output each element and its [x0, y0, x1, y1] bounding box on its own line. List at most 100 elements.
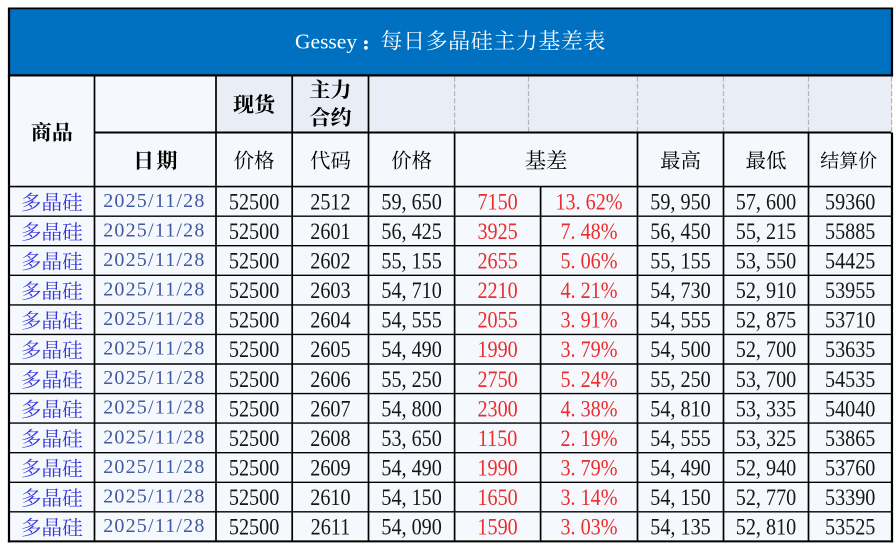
svg-text:54, 555: 54, 555: [650, 307, 710, 332]
svg-text:2602: 2602: [310, 248, 350, 273]
svg-text:2300: 2300: [477, 396, 517, 421]
svg-text:2210: 2210: [477, 278, 517, 303]
svg-text:2655: 2655: [477, 248, 517, 273]
svg-text:52, 810: 52, 810: [736, 514, 796, 539]
svg-text:52500: 52500: [229, 455, 279, 480]
svg-text:52500: 52500: [229, 219, 279, 244]
svg-text:2605: 2605: [310, 337, 350, 362]
svg-text:2025/11/28: 2025/11/28: [103, 308, 205, 330]
svg-text:5. 06%: 5. 06%: [560, 248, 617, 273]
svg-text:53710: 53710: [825, 307, 875, 332]
svg-text:2025/11/28: 2025/11/28: [103, 249, 205, 271]
svg-text:1990: 1990: [477, 337, 517, 362]
svg-text:52500: 52500: [229, 278, 279, 303]
svg-text:54, 490: 54, 490: [381, 337, 441, 362]
svg-text:Gessey: Gessey: [295, 30, 357, 54]
svg-text:2610: 2610: [310, 485, 350, 510]
svg-text:59, 650: 59, 650: [381, 189, 441, 214]
svg-text:4. 38%: 4. 38%: [560, 396, 617, 421]
svg-text:2025/11/28: 2025/11/28: [103, 485, 205, 507]
svg-text:53, 650: 53, 650: [381, 426, 441, 451]
svg-text:1650: 1650: [477, 485, 517, 510]
svg-text:52500: 52500: [229, 307, 279, 332]
svg-text:54, 555: 54, 555: [381, 307, 441, 332]
svg-text:1990: 1990: [477, 455, 517, 480]
svg-text:53, 700: 53, 700: [736, 367, 796, 392]
svg-text:3. 91%: 3. 91%: [560, 307, 617, 332]
svg-text:2025/11/28: 2025/11/28: [103, 515, 205, 537]
svg-text:52500: 52500: [229, 248, 279, 273]
svg-text:54, 490: 54, 490: [650, 455, 710, 480]
svg-text:2025/11/28: 2025/11/28: [103, 426, 205, 448]
svg-text:52500: 52500: [229, 337, 279, 362]
svg-text:59360: 59360: [825, 189, 875, 214]
svg-text:1150: 1150: [478, 426, 518, 451]
svg-text:2601: 2601: [310, 219, 350, 244]
svg-text:52500: 52500: [229, 514, 279, 539]
svg-text:54, 810: 54, 810: [650, 396, 710, 421]
svg-text:2025/11/28: 2025/11/28: [103, 456, 205, 478]
svg-text:54, 730: 54, 730: [650, 278, 710, 303]
svg-text:52500: 52500: [229, 426, 279, 451]
svg-text:54, 490: 54, 490: [381, 455, 441, 480]
svg-text:1590: 1590: [477, 514, 517, 539]
svg-text:13. 62%: 13. 62%: [555, 189, 622, 214]
svg-text:56, 450: 56, 450: [650, 219, 710, 244]
svg-text:3. 79%: 3. 79%: [560, 455, 617, 480]
svg-text:53, 325: 53, 325: [736, 426, 796, 451]
svg-text:2611: 2611: [311, 514, 351, 539]
svg-text:54040: 54040: [825, 396, 875, 421]
svg-text:53635: 53635: [825, 337, 875, 362]
svg-text:2604: 2604: [310, 307, 350, 332]
svg-text:2607: 2607: [310, 396, 350, 421]
svg-text:2025/11/28: 2025/11/28: [103, 367, 205, 389]
svg-text:53865: 53865: [825, 426, 875, 451]
svg-text:52, 910: 52, 910: [736, 278, 796, 303]
svg-text:2603: 2603: [310, 278, 350, 303]
svg-text:2. 19%: 2. 19%: [560, 426, 617, 451]
svg-text:2750: 2750: [477, 367, 517, 392]
svg-text:3. 14%: 3. 14%: [560, 485, 617, 510]
svg-text:55, 155: 55, 155: [650, 248, 710, 273]
svg-text:56, 425: 56, 425: [381, 219, 441, 244]
svg-text:54, 555: 54, 555: [650, 426, 710, 451]
svg-text:2025/11/28: 2025/11/28: [103, 338, 205, 360]
svg-text:57, 600: 57, 600: [736, 189, 796, 214]
svg-text:54, 500: 54, 500: [650, 337, 710, 362]
svg-text:2055: 2055: [477, 307, 517, 332]
svg-text:54, 710: 54, 710: [381, 278, 441, 303]
svg-text:2606: 2606: [310, 367, 350, 392]
svg-text:5. 24%: 5. 24%: [560, 367, 617, 392]
svg-text:52500: 52500: [229, 396, 279, 421]
svg-text:52, 875: 52, 875: [736, 307, 796, 332]
svg-text:3. 79%: 3. 79%: [560, 337, 617, 362]
svg-text:54425: 54425: [825, 248, 875, 273]
svg-text:3. 03%: 3. 03%: [560, 514, 617, 539]
svg-text:2025/11/28: 2025/11/28: [103, 190, 205, 212]
svg-text:2025/11/28: 2025/11/28: [103, 279, 205, 301]
svg-text:54, 090: 54, 090: [381, 514, 441, 539]
svg-text:53955: 53955: [825, 278, 875, 303]
svg-text:53, 550: 53, 550: [736, 248, 796, 273]
svg-text:52, 940: 52, 940: [736, 455, 796, 480]
svg-text:54, 150: 54, 150: [381, 485, 441, 510]
svg-text:52500: 52500: [229, 485, 279, 510]
svg-text:53525: 53525: [825, 514, 875, 539]
svg-text:4. 21%: 4. 21%: [560, 278, 617, 303]
svg-text:2609: 2609: [310, 455, 350, 480]
svg-text:2608: 2608: [310, 426, 350, 451]
svg-text:52, 770: 52, 770: [736, 485, 796, 510]
svg-text:54535: 54535: [825, 367, 875, 392]
svg-text:52, 700: 52, 700: [736, 337, 796, 362]
svg-text:55, 250: 55, 250: [650, 367, 710, 392]
svg-text:7. 48%: 7. 48%: [560, 219, 617, 244]
svg-text:53760: 53760: [825, 455, 875, 480]
svg-text:3925: 3925: [477, 219, 517, 244]
svg-text:54, 135: 54, 135: [650, 514, 710, 539]
svg-text:52500: 52500: [229, 189, 279, 214]
svg-text:55, 215: 55, 215: [736, 219, 796, 244]
svg-text:2025/11/28: 2025/11/28: [103, 397, 205, 419]
svg-text:59, 950: 59, 950: [650, 189, 710, 214]
svg-text:53, 335: 53, 335: [736, 396, 796, 421]
svg-text:55, 155: 55, 155: [381, 248, 441, 273]
